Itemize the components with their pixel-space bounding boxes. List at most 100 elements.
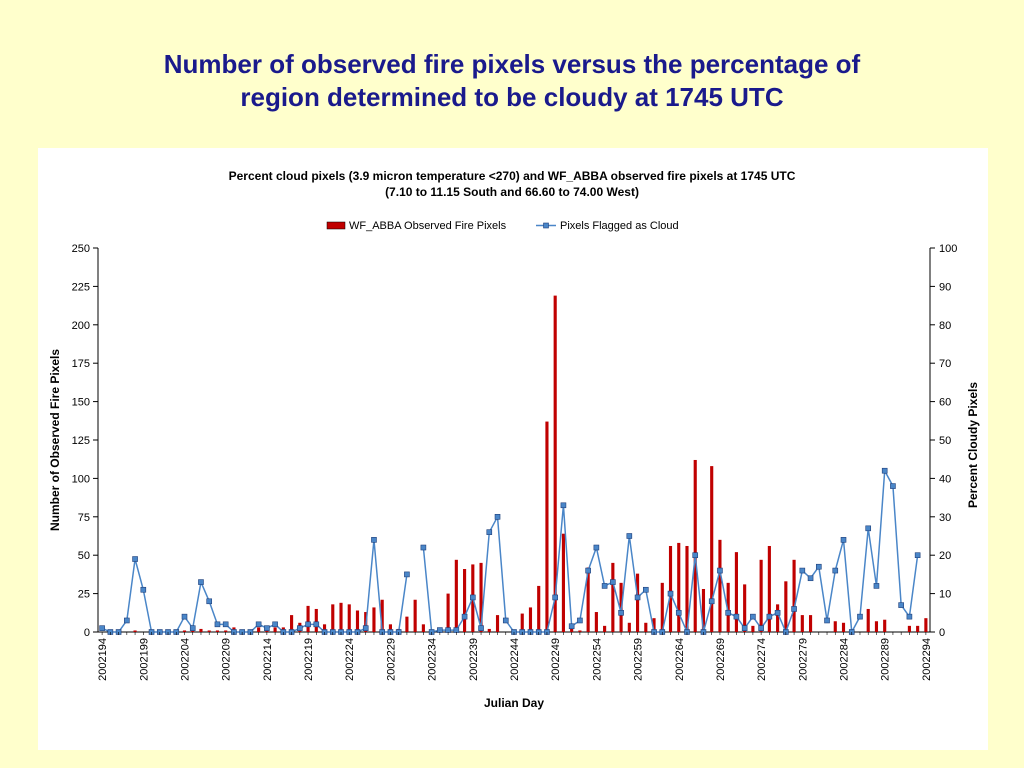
cloud-point xyxy=(741,625,748,631)
cloud-point xyxy=(461,613,468,620)
plot-frame xyxy=(97,248,931,633)
cloud-point xyxy=(585,567,591,574)
fire-bar xyxy=(133,630,137,632)
cloud-point xyxy=(774,609,781,616)
fire-bar xyxy=(413,599,417,632)
fire-bar xyxy=(718,539,722,632)
cloud-point xyxy=(618,609,624,616)
cloud-point xyxy=(181,613,188,620)
fire-bar xyxy=(520,613,524,632)
cloud-point xyxy=(807,575,814,582)
y-left-tick-label: 150 xyxy=(72,397,90,409)
cloud-point xyxy=(189,625,196,631)
x-tick-label: 2002194 xyxy=(97,638,109,681)
legend-line-marker xyxy=(543,222,549,229)
cloud-point xyxy=(560,502,567,509)
cloud-point xyxy=(362,625,369,631)
y-left-tick-label: 50 xyxy=(78,550,90,562)
fire-bar xyxy=(561,533,565,632)
fire-bar xyxy=(306,605,310,632)
cloud-point xyxy=(214,621,221,628)
cloud-point xyxy=(124,617,130,624)
x-tick-label: 2002289 xyxy=(880,638,892,681)
cloud-point xyxy=(437,627,443,633)
x-tick-label: 2002259 xyxy=(633,638,645,681)
cloud-point xyxy=(634,594,641,601)
y-right-tick-label: 30 xyxy=(939,512,951,524)
fire-bar xyxy=(776,604,780,632)
y-right-tick-label: 90 xyxy=(939,281,951,293)
x-tick-label: 2002244 xyxy=(509,638,521,681)
fire-bar xyxy=(421,624,425,632)
x-tick-label: 2002234 xyxy=(427,638,439,681)
cloud-point xyxy=(297,625,303,631)
cloud-point xyxy=(502,617,509,624)
y-left-tick-label: 200 xyxy=(72,320,90,332)
fire-bar xyxy=(808,615,813,632)
cloud-point xyxy=(601,583,608,589)
cloud-point xyxy=(478,625,484,631)
fire-bar xyxy=(528,607,533,632)
legend: WF_ABBA Observed Fire Pixels Pixels Flag… xyxy=(326,220,679,232)
x-tick-label: 2002264 xyxy=(674,638,686,681)
y-right-tick-label: 20 xyxy=(939,550,951,562)
y-right-tick-label: 80 xyxy=(939,320,951,332)
x-tick-label: 2002269 xyxy=(715,638,727,681)
fire-bar xyxy=(446,593,450,632)
cloud-point xyxy=(898,602,904,608)
cloud-point xyxy=(305,621,311,628)
cloud-point xyxy=(667,590,674,597)
fire-bar xyxy=(331,604,335,632)
cloud-point xyxy=(881,467,888,474)
cloud-point xyxy=(791,606,797,612)
slide-title-line-1: Number of observed fire pixels versus th… xyxy=(163,49,861,79)
slide-title: Number of observed fire pixels versus th… xyxy=(60,48,964,114)
fire-bar xyxy=(463,569,467,632)
fire-bar xyxy=(355,610,360,632)
fire-bar xyxy=(224,630,228,632)
fire-bar xyxy=(388,624,393,632)
x-tick-label: 2002209 xyxy=(221,638,233,681)
cloud-point xyxy=(626,533,633,539)
x-tick-label: 2002229 xyxy=(385,638,397,681)
fire-bar xyxy=(578,630,582,632)
x-tick-label: 2002199 xyxy=(138,638,150,681)
fire-bar xyxy=(866,608,870,632)
y-right-tick-label: 0 xyxy=(939,627,945,639)
y-left-tick-label: 250 xyxy=(72,243,90,255)
cloud-point xyxy=(552,594,558,601)
slide-title-line-2: region determined to be cloudy at 1745 U… xyxy=(240,82,784,112)
cloud-point xyxy=(824,617,830,624)
fire-bar xyxy=(586,567,590,632)
y-left-tick-label: 75 xyxy=(78,512,90,524)
fire-bar xyxy=(652,618,656,632)
y-axis-left-title: Number of Observed Fire Pixels xyxy=(48,349,62,531)
cloud-point xyxy=(198,579,204,585)
cloud-point xyxy=(873,583,880,589)
cloud-point xyxy=(865,525,872,532)
x-tick-label: 2002279 xyxy=(797,638,809,681)
cloud-point xyxy=(840,537,847,543)
fire-bar xyxy=(405,616,409,632)
fire-bar xyxy=(627,622,631,632)
fire-bar xyxy=(784,581,788,632)
cloud-point xyxy=(766,613,773,620)
fire-bar xyxy=(454,559,458,632)
fire-bar xyxy=(537,585,541,632)
cloud-point xyxy=(593,544,600,551)
x-tick-label: 2002239 xyxy=(468,638,480,681)
cloud-point xyxy=(453,627,460,633)
cloud-point xyxy=(733,613,740,620)
cloud-point xyxy=(906,613,913,620)
fire-bar xyxy=(833,621,837,632)
cloud-point xyxy=(272,621,278,628)
cloud-point xyxy=(832,567,839,574)
fire-bar xyxy=(347,604,351,632)
fire-bar xyxy=(883,619,887,632)
chart-title: Percent cloud pixels (3.9 micron tempera… xyxy=(229,169,796,183)
cloud-point xyxy=(692,552,699,559)
fire-bar xyxy=(800,615,804,632)
y-right-tick-label: 70 xyxy=(939,358,951,370)
fire-bar xyxy=(191,630,195,632)
y-right-tick-label: 10 xyxy=(939,589,951,601)
